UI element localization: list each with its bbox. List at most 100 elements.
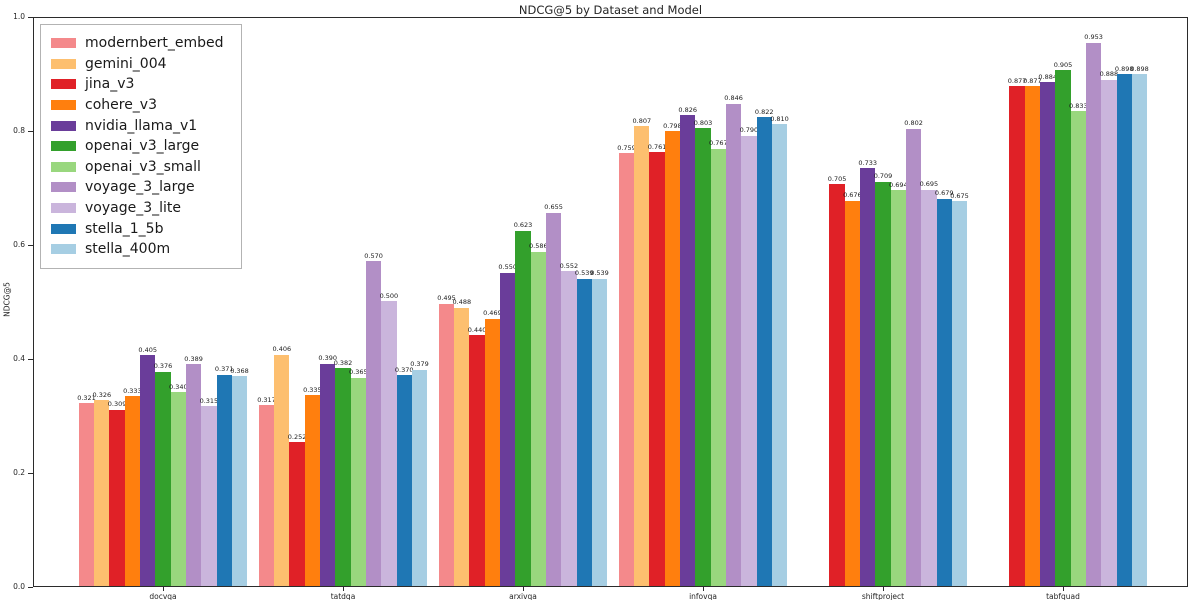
bar-value-label: 0.371: [214, 365, 234, 374]
bar-stella_400m-tatdqa: [411, 369, 428, 586]
bar-value-label: 0.898: [1130, 64, 1149, 73]
bar-voyage_3_large-tabfquad: [1085, 42, 1102, 586]
bar-jina_v3-tabfquad: [1009, 86, 1025, 586]
bar-value-label: 0.767: [708, 139, 728, 148]
bar-value-label: 0.552: [559, 261, 579, 270]
y-tick-label: 0.6: [13, 240, 25, 249]
bar-value-label: 0.315: [199, 396, 219, 405]
legend-label: jina_v3: [85, 76, 135, 93]
bar-jina_v3-shiftproject: [829, 184, 845, 586]
bar-openai_v3_large-infovqa: [695, 128, 711, 586]
bar-jina_v3-arxivqa: [469, 335, 485, 586]
bar-openai_v3_small-docvqa: [170, 392, 186, 586]
legend-label: cohere_v3: [85, 97, 158, 114]
bar-value-label: 0.335: [303, 385, 322, 394]
bar-openai_v3_large-tabfquad: [1055, 70, 1071, 586]
bar-openai_v3_large-arxivqa: [515, 230, 531, 586]
bar-voyage_3_large-infovqa: [725, 103, 742, 586]
chart-title: NDCG@5 by Dataset and Model: [518, 3, 703, 17]
x-tick-mark: [343, 587, 344, 591]
bar-nvidia_llama_v1-shiftproject: [860, 168, 876, 586]
bar-openai_v3_small-tabfquad: [1070, 111, 1086, 586]
legend-item-nvidia_llama_v1: nvidia_llama_v1: [51, 115, 223, 136]
bar-cohere_v3-tatdqa: [304, 395, 321, 586]
x-tick-label: arxivqa: [509, 592, 537, 600]
bar-cohere_v3-infovqa: [664, 131, 681, 586]
bar-value-label: 0.905: [1053, 60, 1073, 69]
bar-stella_400m-shiftproject: [951, 201, 968, 586]
bar-value-label: 0.761: [647, 142, 667, 151]
bar-value-label: 0.317: [257, 395, 276, 404]
legend-swatch-voyage_3_lite: [51, 203, 76, 214]
bar-voyage_3_large-arxivqa: [545, 212, 562, 586]
bar-value-label: 0.709: [873, 172, 893, 181]
x-tick-mark: [883, 587, 884, 591]
bar-nvidia_llama_v1-arxivqa: [500, 272, 516, 586]
bar-stella_1_5b-infovqa: [756, 117, 772, 586]
legend-item-openai_v3_large: openai_v3_large: [51, 136, 223, 157]
bar-nvidia_llama_v1-tabfquad: [1040, 82, 1056, 586]
bar-stella_400m-infovqa: [771, 124, 788, 586]
legend: modernbert_embed gemini_004 jina_v3 cohere_…: [40, 24, 243, 269]
bar-value-label: 0.759: [617, 143, 636, 152]
bar-value-label: 0.309: [107, 400, 127, 409]
bar-openai_v3_small-tatdqa: [350, 377, 366, 586]
bar-value-label: 0.365: [348, 368, 368, 377]
bar-value-label: 0.469: [483, 309, 502, 318]
bar-value-label: 0.733: [858, 158, 877, 167]
x-tick-mark: [163, 587, 164, 591]
bar-value-label: 0.623: [513, 221, 533, 230]
y-tick-label: 0.8: [13, 126, 25, 135]
legend-swatch-modernbert_embed: [51, 38, 76, 49]
bar-value-label: 0.803: [693, 118, 713, 127]
legend-swatch-stella_1_5b: [51, 223, 76, 234]
legend-label: gemini_004: [85, 55, 167, 72]
y-tick-label: 0.0: [13, 582, 25, 591]
bar-value-label: 0.877: [1023, 76, 1042, 85]
legend-label: modernbert_embed: [85, 35, 224, 52]
bar-openai_v3_large-docvqa: [155, 371, 171, 586]
bar-modernbert_embed-infovqa: [618, 153, 635, 586]
bar-value-label: 0.333: [123, 386, 142, 395]
bar-value-label: 0.406: [272, 345, 292, 354]
bar-jina_v3-docvqa: [109, 409, 125, 586]
bar-value-label: 0.379: [410, 360, 429, 369]
bar-cohere_v3-arxivqa: [484, 318, 501, 586]
bar-openai_v3_large-tatdqa: [335, 368, 351, 586]
bar-value-label: 0.252: [287, 432, 307, 441]
bar-value-label: 0.340: [168, 382, 188, 391]
bar-jina_v3-infovqa: [649, 152, 665, 586]
bar-stella_400m-tabfquad: [1131, 74, 1148, 586]
x-tick-label: shiftproject: [861, 592, 905, 600]
bar-stella_400m-docvqa: [231, 376, 248, 586]
legend-item-jina_v3: jina_v3: [51, 74, 223, 95]
bar-openai_v3_large-shiftproject: [875, 181, 891, 586]
legend-item-stella_1_5b: stella_1_5b: [51, 218, 223, 239]
bar-value-label: 0.539: [590, 269, 609, 278]
legend-label: stella_400m: [85, 241, 171, 258]
y-axis-label: NDCG@5: [2, 282, 12, 317]
bar-stella_1_5b-tabfquad: [1116, 74, 1132, 586]
bar-value-label: 0.382: [333, 358, 353, 367]
bar-value-label: 0.390: [318, 354, 337, 363]
bar-value-label: 0.790: [739, 126, 759, 135]
legend-item-stella_400m: stella_400m: [51, 239, 223, 260]
bar-stella_1_5b-tatdqa: [396, 375, 412, 586]
y-tick-mark: [28, 358, 33, 360]
bar-gemini_004-docvqa: [94, 400, 110, 586]
bar-cohere_v3-docvqa: [124, 396, 141, 586]
legend-swatch-openai_v3_small: [51, 161, 76, 172]
bar-stella_1_5b-docvqa: [216, 374, 232, 586]
bar-value-label: 0.679: [934, 189, 954, 198]
bar-gemini_004-infovqa: [634, 126, 650, 586]
bar-jina_v3-tatdqa: [289, 442, 305, 586]
bar-voyage_3_lite-tatdqa: [381, 301, 397, 586]
bar-value-label: 0.802: [904, 119, 923, 128]
bar-value-label: 0.705: [827, 174, 847, 183]
legend-item-gemini_004: gemini_004: [51, 54, 223, 75]
bar-value-label: 0.321: [77, 393, 96, 402]
bar-value-label: 0.888: [1099, 70, 1119, 79]
legend-swatch-jina_v3: [51, 79, 76, 90]
bar-value-label: 0.826: [678, 105, 697, 114]
x-tick-label: docvqa: [149, 592, 177, 600]
